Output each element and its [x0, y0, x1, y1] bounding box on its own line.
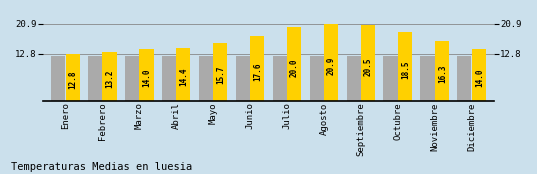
Bar	[361, 25, 375, 101]
Bar	[88, 57, 101, 101]
Text: 16.3: 16.3	[438, 65, 447, 83]
Text: 13.2: 13.2	[105, 70, 114, 88]
Text: 18.5: 18.5	[401, 61, 410, 79]
Text: 14.0: 14.0	[475, 68, 484, 87]
Text: 14.0: 14.0	[142, 68, 151, 87]
Bar	[436, 41, 449, 101]
Bar	[346, 57, 360, 101]
Bar	[250, 36, 264, 101]
Bar	[236, 57, 250, 101]
Bar	[103, 52, 117, 101]
Text: 20.9: 20.9	[327, 57, 336, 75]
Bar	[324, 23, 338, 101]
Text: 20.5: 20.5	[364, 58, 373, 76]
Bar	[420, 57, 434, 101]
Bar	[125, 57, 139, 101]
Bar	[287, 27, 301, 101]
Text: 17.6: 17.6	[253, 62, 262, 81]
Text: 12.8: 12.8	[68, 70, 77, 89]
Bar	[383, 57, 397, 101]
Text: 20.0: 20.0	[290, 58, 299, 77]
Bar	[398, 32, 412, 101]
Bar	[273, 57, 287, 101]
Bar	[50, 57, 65, 101]
Bar	[213, 43, 228, 101]
Bar	[458, 57, 471, 101]
Bar	[177, 48, 191, 101]
Text: 14.4: 14.4	[179, 68, 188, 86]
Bar	[66, 54, 79, 101]
Bar	[162, 57, 176, 101]
Bar	[309, 57, 324, 101]
Bar	[140, 49, 154, 101]
Text: Temperaturas Medias en luesia: Temperaturas Medias en luesia	[11, 162, 192, 172]
Bar	[472, 49, 487, 101]
Bar	[199, 57, 213, 101]
Text: 15.7: 15.7	[216, 66, 225, 84]
